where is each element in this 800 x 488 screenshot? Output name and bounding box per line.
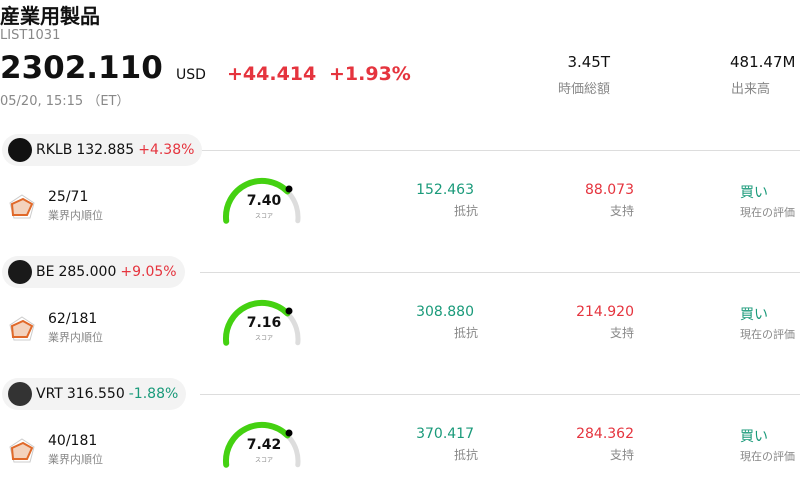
score: 7.40 bbox=[246, 193, 282, 209]
stock-icon bbox=[8, 138, 32, 162]
rank-icon bbox=[8, 315, 36, 343]
divider bbox=[200, 150, 800, 151]
code: LIST1031 bbox=[0, 28, 61, 43]
gauge-arc bbox=[223, 299, 301, 346]
support-label: 支持 bbox=[609, 204, 634, 218]
resistance: 152.463 bbox=[416, 182, 474, 198]
stock-change: +9.05% bbox=[120, 264, 177, 280]
stat-value: 3.45T bbox=[567, 53, 610, 71]
support-label: 支持 bbox=[609, 326, 634, 340]
price: 2302.110 bbox=[0, 50, 163, 86]
stock-ticker: VRT bbox=[36, 386, 63, 402]
rating: 買い bbox=[740, 307, 768, 323]
stock-price: 132.885 bbox=[76, 142, 135, 158]
gauge-arc bbox=[223, 177, 301, 224]
resistance-label: 抵抗 bbox=[453, 448, 478, 462]
resistance-label: 抵抗 bbox=[453, 204, 478, 218]
resistance: 370.417 bbox=[416, 426, 474, 442]
title: 産業用製品 bbox=[0, 4, 100, 28]
support: 284.362 bbox=[576, 426, 634, 442]
rating: 買い bbox=[740, 429, 768, 445]
stock-pill[interactable]: VRT 316.550 -1.88% bbox=[2, 378, 187, 410]
stock-ticker: BE bbox=[36, 264, 55, 280]
radar bbox=[9, 194, 35, 219]
currency: USD bbox=[176, 67, 206, 83]
gauge bbox=[222, 419, 306, 473]
gauge bbox=[222, 297, 306, 351]
stock-change: -1.88% bbox=[128, 386, 179, 402]
change-pct: +1.93% bbox=[329, 63, 411, 85]
stock-change: +4.38% bbox=[138, 142, 195, 158]
radar bbox=[9, 438, 35, 463]
resistance: 308.880 bbox=[416, 304, 474, 320]
rating: 買い bbox=[740, 185, 768, 201]
stock-icon bbox=[8, 260, 32, 284]
rank-label: 業界内順位 bbox=[48, 453, 103, 466]
stock-ticker: RKLB bbox=[36, 142, 73, 158]
rank: 62/181 bbox=[48, 311, 98, 327]
score: 7.42 bbox=[246, 437, 282, 453]
stat-value: 481.47M bbox=[730, 53, 796, 71]
divider bbox=[200, 272, 800, 273]
support-label: 支持 bbox=[609, 448, 634, 462]
rank: 40/181 bbox=[48, 433, 98, 449]
time: 05/20, 15:15 （ET） bbox=[0, 94, 130, 109]
rank-icon bbox=[8, 193, 36, 221]
rank-icon bbox=[8, 437, 36, 465]
radar bbox=[9, 316, 35, 341]
stat-label: 出来高 bbox=[731, 82, 771, 97]
change: +44.414 bbox=[227, 63, 317, 85]
rank-label: 業界内順位 bbox=[48, 331, 103, 344]
rank-label: 業界内順位 bbox=[48, 209, 103, 222]
score-label: スコア bbox=[254, 213, 273, 220]
gauge-arc bbox=[223, 421, 301, 468]
stock-price: 316.550 bbox=[66, 386, 125, 402]
gauge bbox=[222, 175, 306, 229]
rating-label: 現在の評価 bbox=[740, 206, 795, 219]
support: 88.073 bbox=[585, 182, 634, 198]
divider bbox=[200, 394, 800, 395]
stock-pill[interactable]: RKLB 132.885 +4.38% bbox=[2, 134, 203, 166]
stock-pill[interactable]: BE 285.000 +9.05% bbox=[2, 256, 185, 288]
score-label: スコア bbox=[254, 335, 273, 342]
score: 7.16 bbox=[246, 315, 282, 331]
rating-label: 現在の評価 bbox=[740, 450, 795, 463]
support: 214.920 bbox=[576, 304, 634, 320]
stock-price: 285.000 bbox=[58, 264, 117, 280]
score-label: スコア bbox=[254, 457, 273, 464]
stock-icon bbox=[8, 382, 32, 406]
rating-label: 現在の評価 bbox=[740, 328, 795, 341]
stat-label: 時価総額 bbox=[557, 82, 610, 97]
rank: 25/71 bbox=[48, 189, 89, 205]
resistance-label: 抵抗 bbox=[453, 326, 478, 340]
